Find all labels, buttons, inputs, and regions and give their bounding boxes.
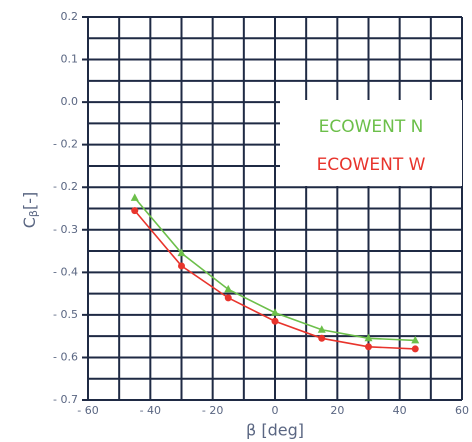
point (365, 343, 372, 351)
point (271, 317, 279, 325)
point (317, 325, 326, 333)
y-label-rest: [-] (20, 192, 39, 210)
x-tick-label: - 40 (140, 404, 161, 417)
y-tick-label: - 0.5 (53, 308, 78, 321)
y-tick-label: - 0.2 (53, 180, 78, 193)
point (131, 207, 139, 215)
point (130, 193, 139, 201)
y-tick-label: - 0.7 (53, 393, 78, 406)
legend-box (280, 100, 462, 186)
y-tick-label: - 0.4 (53, 265, 78, 278)
point (271, 308, 279, 316)
y-label-main: C (20, 217, 39, 228)
y-tick-label: - 0.2 (53, 138, 78, 151)
y-tick-label: 0.1 (61, 53, 79, 66)
point (318, 334, 326, 342)
y-tick-label: 0.2 (61, 10, 79, 23)
x-tick-label: - 60 (77, 404, 98, 417)
legend-label: ECOWENT W (317, 155, 426, 175)
x-tick-label: 20 (330, 404, 344, 417)
point (411, 345, 419, 353)
y-tick-label: 0.0 (61, 95, 79, 108)
x-axis-label: β [deg] (246, 421, 304, 440)
x-tick-label: 0 (272, 404, 279, 417)
y-axis-label: Cβ[-] (20, 192, 41, 228)
point (178, 262, 185, 270)
point (411, 335, 420, 344)
legend-label: ECOWENT N (319, 117, 424, 137)
point (364, 333, 373, 342)
point (177, 248, 186, 257)
point (224, 294, 232, 302)
x-tick-label: 60 (455, 404, 469, 417)
y-tick-label: - 0.3 (53, 223, 78, 236)
y-tick-label: - 0.6 (53, 350, 78, 363)
y-label-sub: β (27, 210, 40, 217)
x-tick-label: - 20 (202, 404, 223, 417)
x-tick-label: 40 (393, 404, 407, 417)
point (224, 284, 233, 293)
